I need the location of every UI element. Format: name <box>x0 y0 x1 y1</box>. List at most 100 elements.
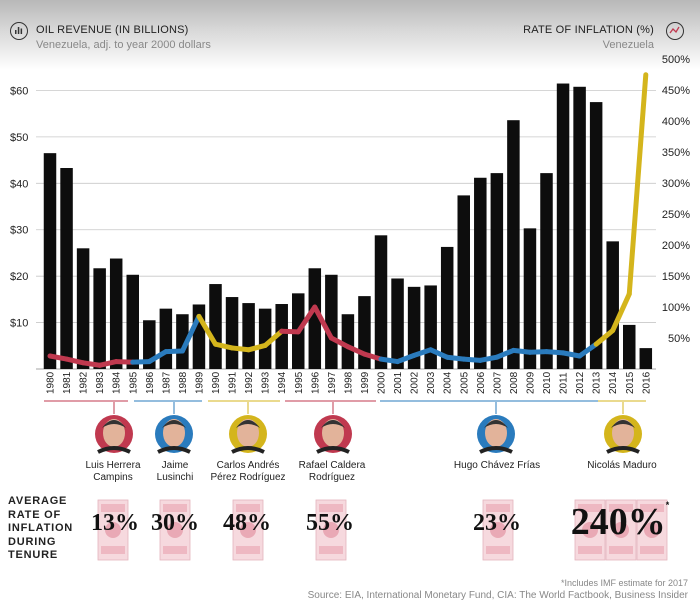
bar-1987 <box>159 308 173 369</box>
right-tick-label: 150% <box>662 271 690 283</box>
bar-1980 <box>43 153 57 369</box>
hair-shape <box>162 420 186 428</box>
collar-shape <box>97 446 131 454</box>
sky-background <box>0 0 700 70</box>
x-tick-label: 2005 <box>459 371 470 394</box>
x-tick-label: 1986 <box>145 371 156 394</box>
bar-series <box>43 83 653 370</box>
inflation-segment <box>444 354 467 362</box>
banknote-band <box>163 504 187 512</box>
banknote-images <box>97 499 668 561</box>
bar-2010 <box>540 173 553 369</box>
inflation-segment <box>428 347 450 360</box>
inflation-point-2008 <box>511 348 516 353</box>
banknote-band <box>640 504 664 512</box>
bar-1994 <box>275 304 288 369</box>
face-shape <box>163 419 185 447</box>
inflation-segment <box>378 356 401 365</box>
inflation-segment <box>577 341 599 359</box>
inflation-point-1996 <box>312 304 317 310</box>
inflation-point-1992 <box>246 347 251 352</box>
bar-1992 <box>242 303 255 369</box>
bar-2015 <box>623 324 636 369</box>
inflation-point-1995 <box>296 329 301 335</box>
bar-2016 <box>639 348 653 369</box>
inflation-point-1985 <box>130 359 135 365</box>
banknote-portrait <box>613 522 629 538</box>
banknote-band <box>578 504 602 512</box>
bar-1997 <box>325 274 338 369</box>
president-name-chavez: Hugo Chávez Frías <box>453 460 541 471</box>
inflation-point-1998 <box>345 344 351 349</box>
bar-1996 <box>308 268 322 369</box>
x-tick-label: 2014 <box>608 371 619 394</box>
right-tick-label: 300% <box>662 178 690 190</box>
right-axis-subtitle: Venezuela <box>602 39 654 51</box>
right-tick-label: 400% <box>662 116 690 128</box>
bar-2007 <box>490 173 504 369</box>
bar-1984 <box>109 258 123 369</box>
president-portraits <box>95 402 642 454</box>
inflation-segment <box>229 345 252 353</box>
left-tick-label: $20 <box>10 271 28 283</box>
inflation-point-1986 <box>147 359 152 364</box>
inflation-segment <box>163 348 185 355</box>
president-name-perez: Carlos Andrés Pérez Rodríguez <box>210 460 286 483</box>
bar-1991 <box>225 297 239 369</box>
inflation-segment <box>626 72 649 297</box>
inflation-point-2006 <box>478 358 483 363</box>
inflation-point-2000 <box>378 356 384 362</box>
inflation-point-1993 <box>262 343 268 348</box>
inflation-segment <box>593 328 616 347</box>
inflation-point-1990 <box>213 342 218 347</box>
banknote-band <box>101 546 125 554</box>
x-tick-label: 2015 <box>625 371 636 394</box>
x-tick-label: 1989 <box>194 371 205 394</box>
banknote-portrait <box>105 522 121 538</box>
inflation-segment <box>130 359 152 365</box>
x-tick-label: 2004 <box>443 371 454 394</box>
face-shape <box>103 419 125 447</box>
inflation-point-2005 <box>461 356 466 362</box>
inflation-point-2001 <box>395 359 400 364</box>
inflation-point-1980 <box>47 353 53 359</box>
x-tick-label: 1997 <box>327 371 338 394</box>
inflation-point-1982 <box>80 360 86 366</box>
x-tick-label: 1998 <box>343 371 354 394</box>
x-tick-label: 2009 <box>525 371 536 394</box>
bar-2002 <box>407 286 421 369</box>
inflation-segment <box>477 354 500 363</box>
x-tick-label: 1984 <box>112 371 123 394</box>
x-tick-label: 1990 <box>211 371 222 394</box>
x-tick-label: 2006 <box>476 371 487 394</box>
x-tick-label: 2016 <box>641 371 652 394</box>
x-tick-label: 2008 <box>509 371 520 394</box>
x-tick-label: 1995 <box>294 371 305 394</box>
collar-shape <box>157 446 191 454</box>
inflation-segment <box>494 347 516 360</box>
x-tick-label: 1996 <box>310 371 321 394</box>
left-axis-ticks: $10 $20 $30 $40 $50 $60 <box>10 85 28 329</box>
bar-2005 <box>457 195 470 369</box>
line-chart-icon <box>666 22 684 40</box>
inflation-segment <box>97 359 119 368</box>
inflation-point-1989 <box>196 314 202 319</box>
face-shape <box>322 419 344 447</box>
collar-shape <box>606 446 640 454</box>
president-name-lusinchi: Jaime Lusinchi <box>156 460 194 483</box>
inflation-point-2010 <box>544 349 549 354</box>
avg-inflation-perez: 48% <box>223 510 271 536</box>
avg-inflation-chavez: 23% <box>473 510 521 536</box>
x-tick-label: 2007 <box>492 371 503 394</box>
hair-shape <box>236 420 260 428</box>
bar-1981 <box>60 168 73 369</box>
inflation-segment <box>345 344 367 357</box>
hair-shape <box>321 420 345 428</box>
x-tick-label: 1994 <box>277 371 288 394</box>
inflation-segment <box>312 304 334 341</box>
banknote-portrait <box>240 522 256 538</box>
left-tick-label: $50 <box>10 132 28 144</box>
inflation-segment <box>80 360 103 368</box>
bar-1983 <box>93 268 106 369</box>
left-axis-subtitle: Venezuela, adj. to year 2000 dollars <box>36 39 211 51</box>
